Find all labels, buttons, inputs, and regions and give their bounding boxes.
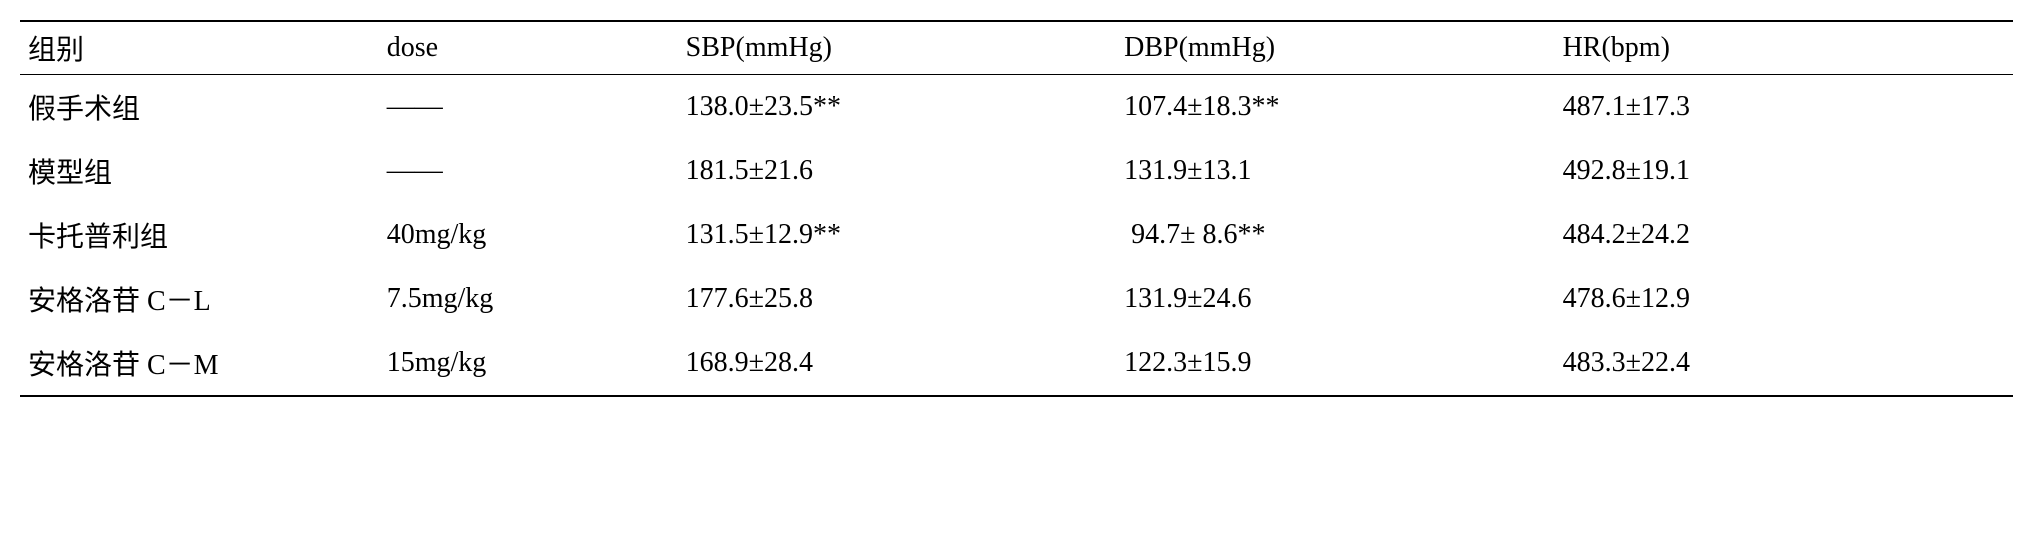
table-row: 卡托普利组 40mg/kg 131.5±12.9** 94.7± 8.6** 4… <box>20 203 2013 267</box>
cell-hr: 478.6±12.9 <box>1555 267 2013 331</box>
table-row: 假手术组 —— 138.0±23.5** 107.4±18.3** 487.1±… <box>20 75 2013 140</box>
cell-dose: —— <box>379 139 678 203</box>
cell-sbp: 177.6±25.8 <box>678 267 1116 331</box>
cell-group: 卡托普利组 <box>20 203 379 267</box>
table-row: 模型组 —— 181.5±21.6 131.9±13.1 492.8±19.1 <box>20 139 2013 203</box>
cell-group: 模型组 <box>20 139 379 203</box>
header-dbp: DBP(mmHg) <box>1116 21 1554 75</box>
header-row: 组别 dose SBP(mmHg) DBP(mmHg) HR(bpm) <box>20 21 2013 75</box>
cell-dbp: 131.9±24.6 <box>1116 267 1554 331</box>
header-dose: dose <box>379 21 678 75</box>
cell-dose: 40mg/kg <box>379 203 678 267</box>
cell-dose: 15mg/kg <box>379 331 678 396</box>
cell-sbp: 168.9±28.4 <box>678 331 1116 396</box>
cell-sbp: 138.0±23.5** <box>678 75 1116 140</box>
cell-dbp: 122.3±15.9 <box>1116 331 1554 396</box>
cell-dose: —— <box>379 75 678 140</box>
cell-hr: 492.8±19.1 <box>1555 139 2013 203</box>
cell-sbp: 181.5±21.6 <box>678 139 1116 203</box>
header-sbp: SBP(mmHg) <box>678 21 1116 75</box>
table-row: 安格洛苷 C－L 7.5mg/kg 177.6±25.8 131.9±24.6 … <box>20 267 2013 331</box>
cell-group: 安格洛苷 C－M <box>20 331 379 396</box>
cell-dbp: 107.4±18.3** <box>1116 75 1554 140</box>
cell-group: 假手术组 <box>20 75 379 140</box>
cell-hr: 484.2±24.2 <box>1555 203 2013 267</box>
header-hr: HR(bpm) <box>1555 21 2013 75</box>
table-row: 安格洛苷 C－M 15mg/kg 168.9±28.4 122.3±15.9 4… <box>20 331 2013 396</box>
cell-dose: 7.5mg/kg <box>379 267 678 331</box>
cell-hr: 483.3±22.4 <box>1555 331 2013 396</box>
cell-dbp: 94.7± 8.6** <box>1116 203 1554 267</box>
cell-hr: 487.1±17.3 <box>1555 75 2013 140</box>
header-group: 组别 <box>20 21 379 75</box>
table-body: 假手术组 —— 138.0±23.5** 107.4±18.3** 487.1±… <box>20 75 2013 397</box>
cell-sbp: 131.5±12.9** <box>678 203 1116 267</box>
cell-group: 安格洛苷 C－L <box>20 267 379 331</box>
data-table: 组别 dose SBP(mmHg) DBP(mmHg) HR(bpm) 假手术组… <box>20 20 2013 397</box>
cell-dbp: 131.9±13.1 <box>1116 139 1554 203</box>
